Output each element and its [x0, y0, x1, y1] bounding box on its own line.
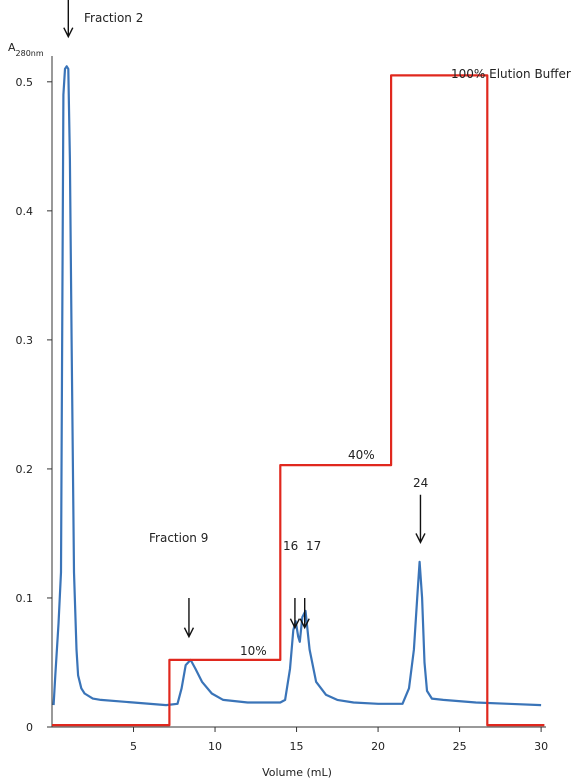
- annotation-step-10-label: 10%: [240, 644, 267, 658]
- annotation-step-40-label: 40%: [348, 448, 375, 462]
- annotation-fraction-2-label: Fraction 2: [84, 11, 143, 25]
- annotation-fraction-24-label: 24: [413, 476, 428, 490]
- y-tick-label: 0.1: [16, 592, 34, 605]
- annotation-fraction-16-label: 16: [283, 539, 298, 553]
- annotation-fraction-9-label: Fraction 9: [149, 531, 208, 545]
- y-axis-title: A280nm: [8, 41, 44, 58]
- y-tick-label: 0.3: [16, 334, 34, 347]
- axes: 5 10 15 20 25 30 0 0.1 0.2 0.3 0.4 0.5: [16, 56, 548, 753]
- x-tick-label: 30: [534, 740, 548, 753]
- y-tick-label: 0.4: [16, 205, 34, 218]
- x-tick-label: 10: [208, 740, 222, 753]
- annotation-fraction-17-label: 17: [306, 539, 321, 553]
- x-tick-label: 20: [371, 740, 385, 753]
- arrow-fraction-2: [63, 0, 74, 39]
- y-axis-title-main: A: [8, 41, 16, 54]
- annotation-step-100-label: 100% Elution Buffer: [451, 67, 571, 81]
- arrow-fraction-17: [299, 597, 310, 630]
- y-axis-title-subscript: 280nm: [16, 49, 44, 58]
- annotations-layer: Fraction 2 Fraction 9 16 17 24 10% 40% 1…: [8, 0, 571, 779]
- arrow-fraction-24: [415, 494, 426, 545]
- series-elution-buffer-step: [52, 74, 545, 727]
- x-tick-label: 15: [290, 740, 304, 753]
- y-tick-label: 0: [26, 721, 33, 734]
- arrow-fraction-9: [183, 597, 195, 639]
- y-tick-label: 0.5: [16, 76, 34, 89]
- x-tick-label: 5: [130, 740, 137, 753]
- y-tick-label: 0.2: [16, 463, 34, 476]
- x-axis-title: Volume (mL): [262, 766, 332, 779]
- series-layer: [52, 65, 545, 727]
- x-tick-label: 25: [453, 740, 467, 753]
- series-absorbance: [52, 65, 542, 707]
- arrow-fraction-16: [289, 597, 301, 630]
